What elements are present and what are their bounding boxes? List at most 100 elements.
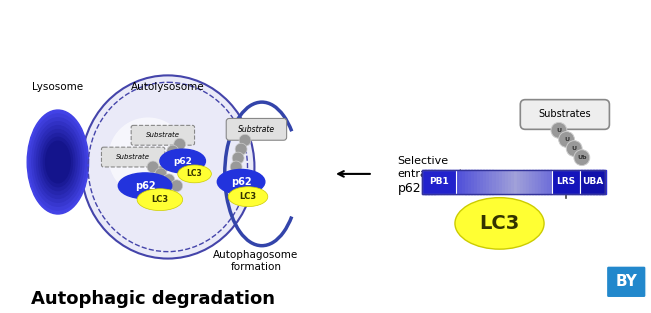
Circle shape [171, 180, 183, 192]
Ellipse shape [109, 117, 187, 197]
Ellipse shape [81, 75, 255, 259]
Bar [474, 170, 478, 194]
Bar [529, 170, 533, 194]
Ellipse shape [38, 130, 77, 194]
Bar [471, 170, 475, 194]
Bar [520, 170, 523, 194]
Bar [538, 170, 542, 194]
Bar [600, 170, 603, 194]
Circle shape [235, 143, 247, 155]
Bar [602, 170, 606, 194]
Bar [560, 170, 563, 194]
Bar [587, 170, 590, 194]
Bar [425, 170, 429, 194]
Circle shape [230, 161, 242, 173]
Bar [547, 170, 551, 194]
Text: LC3: LC3 [187, 169, 202, 178]
FancyBboxPatch shape [131, 126, 195, 145]
Bar [477, 170, 481, 194]
Bar [526, 170, 530, 194]
Bar [523, 170, 527, 194]
Text: Substrate: Substrate [146, 132, 180, 138]
Bar [544, 170, 548, 194]
Bar [434, 170, 438, 194]
Bar [480, 170, 484, 194]
Circle shape [157, 161, 169, 173]
Bar [566, 170, 570, 194]
Bar [596, 170, 600, 194]
Text: U: U [564, 137, 569, 142]
Bar [468, 170, 471, 194]
Ellipse shape [217, 169, 265, 194]
Bar [443, 170, 447, 194]
Bar [581, 170, 585, 194]
Circle shape [174, 138, 186, 150]
Bar [495, 170, 499, 194]
Bar [422, 170, 426, 194]
Bar [532, 170, 536, 194]
Bar [517, 170, 520, 194]
Text: p62: p62 [398, 182, 421, 195]
Ellipse shape [178, 165, 212, 183]
Bar [422, 170, 456, 194]
Bar [590, 170, 594, 194]
Circle shape [239, 134, 251, 146]
Circle shape [163, 174, 174, 186]
Circle shape [551, 122, 567, 138]
Circle shape [155, 168, 167, 180]
Bar [437, 170, 441, 194]
Circle shape [162, 153, 174, 165]
Bar [508, 170, 511, 194]
Text: formation: formation [230, 262, 281, 272]
FancyBboxPatch shape [607, 266, 646, 298]
Bar [569, 170, 572, 194]
Circle shape [559, 131, 574, 147]
Text: U: U [572, 146, 577, 151]
Ellipse shape [34, 122, 81, 202]
Ellipse shape [27, 110, 89, 214]
Bar [432, 170, 435, 194]
Bar [422, 170, 605, 194]
Bar [514, 170, 518, 194]
Text: p62: p62 [230, 177, 251, 187]
Text: PB1: PB1 [429, 177, 449, 186]
Circle shape [566, 141, 582, 156]
Bar [562, 170, 566, 194]
Bar [584, 170, 588, 194]
Bar [553, 170, 557, 194]
Bar [575, 170, 579, 194]
Bar [447, 170, 450, 194]
Text: p62: p62 [135, 181, 156, 191]
Ellipse shape [29, 114, 87, 210]
FancyBboxPatch shape [520, 100, 609, 129]
Text: Autophagosome: Autophagosome [214, 250, 299, 260]
Bar [483, 170, 487, 194]
Text: U: U [557, 128, 561, 133]
Bar [578, 170, 581, 194]
Ellipse shape [137, 189, 183, 211]
Bar [572, 170, 575, 194]
Text: p62: p62 [173, 156, 192, 166]
Ellipse shape [160, 149, 206, 173]
Bar [428, 170, 432, 194]
Bar [450, 170, 453, 194]
Ellipse shape [229, 187, 268, 207]
Bar [505, 170, 508, 194]
Bar [535, 170, 539, 194]
Text: Selective: Selective [398, 156, 449, 166]
Text: Lysosome: Lysosome [33, 82, 83, 92]
Text: UBA: UBA [582, 177, 603, 186]
Bar [499, 170, 502, 194]
Bar [486, 170, 490, 194]
Bar [490, 170, 493, 194]
Ellipse shape [41, 133, 75, 191]
Circle shape [574, 150, 590, 166]
Bar [542, 170, 545, 194]
Bar [441, 170, 444, 194]
Bar [465, 170, 469, 194]
Text: Autolysosome: Autolysosome [131, 82, 204, 92]
Bar [502, 170, 505, 194]
Bar [579, 170, 605, 194]
Circle shape [147, 161, 159, 173]
Text: Substrate: Substrate [238, 125, 275, 134]
